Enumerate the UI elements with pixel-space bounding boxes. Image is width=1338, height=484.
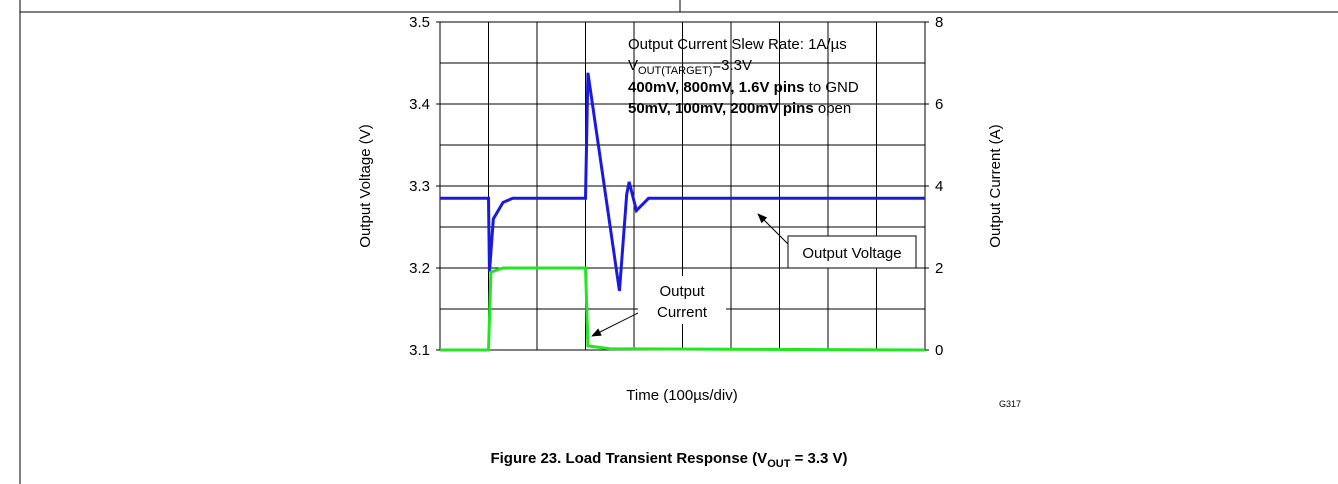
- y-tick-label: 3.4: [409, 96, 430, 113]
- y-axis-label: Output Voltage (V): [357, 124, 374, 247]
- callout-box: [787, 235, 917, 269]
- note: Output Current Slew Rate: 1A/µs: [628, 36, 847, 53]
- x-axis-label: Time (100µs/div): [626, 387, 737, 404]
- legend-label: Output Voltage: [802, 245, 901, 262]
- callout-box: [638, 276, 726, 324]
- legend-label: Current: [657, 304, 708, 321]
- y2-tick-label: 0: [935, 342, 943, 359]
- note: 50mV, 100mV, 200mV pins open: [628, 100, 851, 117]
- y2-tick-label: 2: [935, 260, 943, 277]
- y2-tick-label: 4: [935, 178, 943, 195]
- y-tick-label: 3.1: [409, 342, 430, 359]
- note: 400mV, 800mV, 1.6V pins: [628, 79, 805, 96]
- figure-code: G317: [999, 399, 1021, 409]
- note: VOUT(TARGET)=3.3V: [628, 57, 752, 77]
- note: 400mV, 800mV, 1.6V pins to GND: [628, 79, 859, 96]
- arrow: [757, 213, 789, 245]
- legend-label: Output Current: [657, 283, 708, 321]
- y2-axis-label: Output Current (A): [987, 124, 1004, 247]
- note: V: [628, 57, 638, 74]
- note: =3.3V: [712, 57, 752, 74]
- note: 50mV, 100mV, 200mV pins: [628, 100, 814, 117]
- y-tick-label: 3.3: [409, 178, 430, 195]
- y2-tick-label: 8: [935, 14, 943, 31]
- y-tick-label: 3.2: [409, 260, 430, 277]
- y-tick-label: 3.5: [409, 14, 430, 31]
- caption: Figure 23. Load Transient Response (VOUT…: [490, 450, 847, 470]
- y2-tick-label: 6: [935, 96, 943, 113]
- series-line: [440, 266, 926, 352]
- series-line: [440, 72, 925, 292]
- note: OUT(TARGET): [638, 65, 712, 77]
- caption: OUT: [767, 458, 791, 470]
- note: to GND: [805, 79, 859, 96]
- caption: = 3.3 V): [790, 450, 847, 467]
- legend-label: Output: [659, 283, 705, 300]
- caption: Figure 23. Load Transient Response (V: [490, 450, 767, 467]
- note: open: [814, 100, 852, 117]
- arrow: [591, 311, 641, 337]
